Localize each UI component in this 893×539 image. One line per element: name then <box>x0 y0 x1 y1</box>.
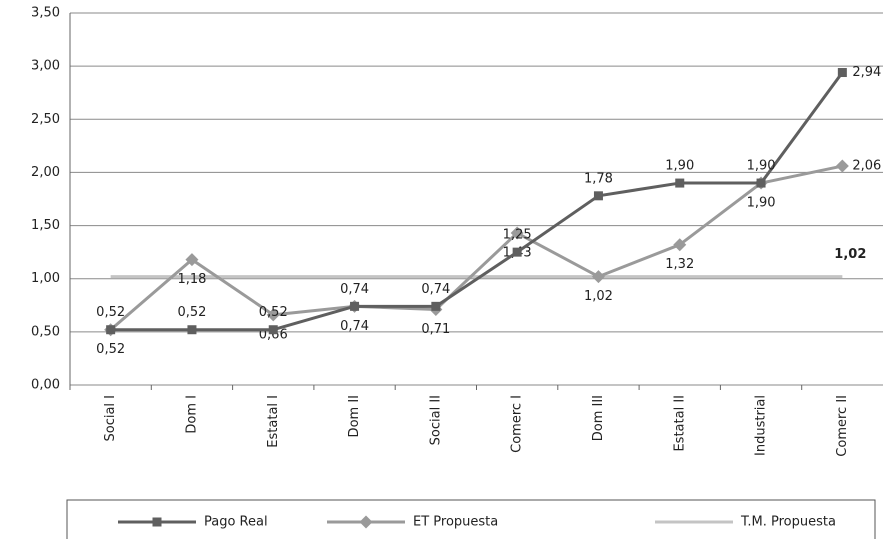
data-point <box>675 178 685 188</box>
legend-box <box>66 499 876 539</box>
data-label: 1,32 <box>665 257 694 272</box>
data-label: 0,71 <box>421 322 450 337</box>
data-label: 0,52 <box>96 342 125 357</box>
data-point <box>591 270 605 284</box>
data-label: 0,74 <box>340 319 369 334</box>
data-label: 0,52 <box>96 305 125 320</box>
legend-marker <box>152 517 162 527</box>
data-point <box>431 301 441 311</box>
data-label: 0,74 <box>421 282 450 297</box>
x-tick-label: Estatal I <box>266 395 281 448</box>
data-point <box>837 68 847 78</box>
y-tick-label: 2,50 <box>31 112 60 127</box>
data-label: 2,94 <box>852 65 881 80</box>
x-tick-label: Dom II <box>347 395 362 437</box>
y-tick-label: 1,50 <box>31 218 60 233</box>
legend-label: T.M. Propuesta <box>740 515 836 530</box>
data-point <box>510 226 524 240</box>
y-tick-label: 3,50 <box>31 6 60 21</box>
series-line <box>109 164 843 331</box>
data-point <box>512 247 522 257</box>
data-point <box>350 301 360 311</box>
y-tick-label: 1,00 <box>31 271 60 286</box>
data-point <box>835 159 849 173</box>
series-line <box>110 71 844 332</box>
data-label: 1,18 <box>177 272 206 287</box>
y-tick-label: 3,00 <box>31 59 60 74</box>
data-label: 0,52 <box>259 305 288 320</box>
x-tick-label: Dom I <box>184 395 199 434</box>
data-label: 1,78 <box>584 171 613 186</box>
data-label: 0,74 <box>340 282 369 297</box>
x-tick-label: Industrial <box>754 395 769 456</box>
data-point <box>268 325 278 335</box>
y-tick-label: 2,00 <box>31 165 60 180</box>
data-label: 1,90 <box>747 196 776 211</box>
x-tick-label: Dom III <box>591 395 606 441</box>
data-label: 1,90 <box>747 159 776 174</box>
data-label: 1,90 <box>665 159 694 174</box>
data-point <box>187 325 197 335</box>
data-point <box>266 308 280 322</box>
data-point <box>756 178 766 188</box>
x-tick-label: Comerc II <box>835 395 850 457</box>
data-point <box>673 238 687 252</box>
data-label: 0,52 <box>177 305 206 320</box>
legend-label: ET Propuesta <box>413 515 498 530</box>
legend-marker <box>359 515 373 529</box>
x-tick-label: Comerc I <box>510 395 525 453</box>
data-label: 1,02 <box>834 247 866 262</box>
y-tick-label: 0,50 <box>31 324 60 339</box>
x-tick-label: Social I <box>103 395 118 442</box>
data-point <box>185 253 199 267</box>
data-label: 1,25 <box>503 228 532 243</box>
x-tick-label: Social II <box>428 395 443 445</box>
data-point <box>593 191 603 201</box>
y-tick-label: 0,00 <box>31 378 60 393</box>
data-point <box>106 325 116 335</box>
data-label: 1,02 <box>584 289 613 304</box>
x-tick-label: Estatal II <box>672 395 687 452</box>
data-label: 2,06 <box>852 159 881 174</box>
legend-label: Pago Real <box>204 515 268 530</box>
